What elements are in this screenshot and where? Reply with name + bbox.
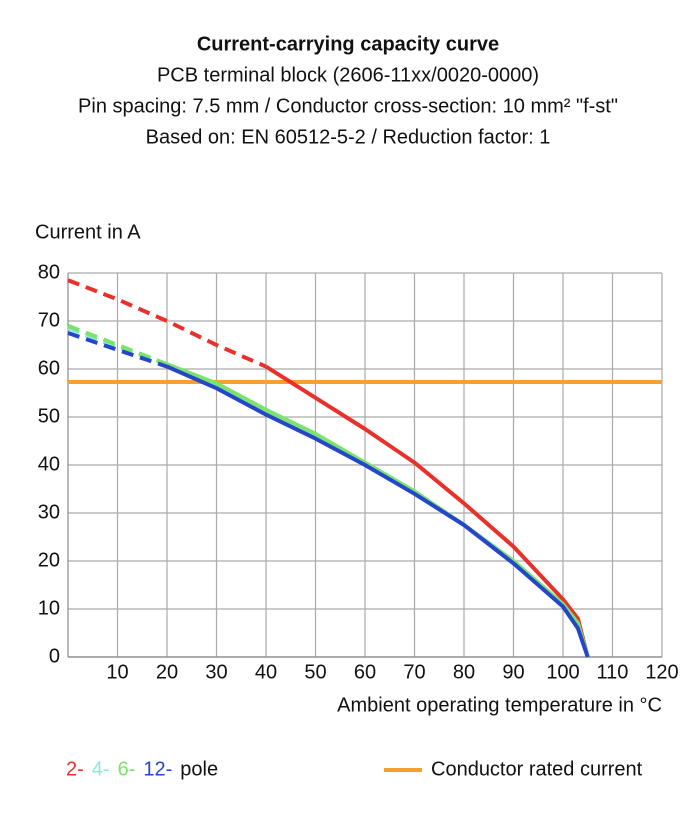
series-line	[67, 326, 168, 367]
x-tick-label: 20	[156, 661, 178, 683]
x-tick-label: 40	[255, 661, 277, 683]
x-tick-label: 60	[354, 661, 376, 683]
series-line	[264, 364, 590, 658]
y-tick-label: 50	[38, 405, 60, 427]
y-tick-label: 0	[49, 645, 60, 667]
subtitle: PCB terminal block (2606-11xx/0020-0000)	[157, 64, 539, 86]
y-tick-label: 20	[38, 549, 60, 571]
x-tick-label: 70	[403, 661, 425, 683]
legend-entry: 12-	[143, 758, 172, 780]
x-tick-label: 30	[205, 661, 227, 683]
x-tick-label: 110	[597, 661, 629, 683]
legend-suffix: pole	[180, 758, 218, 780]
x-axis-label: Ambient operating temperature in °C	[337, 694, 662, 716]
y-tick-label: 10	[38, 597, 60, 619]
y-tick-label: 80	[38, 261, 60, 283]
x-tick-label: 100	[546, 661, 579, 683]
subtitle: Based on: EN 60512-5-2 / Reduction facto…	[146, 126, 551, 148]
chart-title: Current-carrying capacity curve	[197, 33, 499, 55]
y-axis-label: Current in A	[35, 221, 141, 243]
series-line	[166, 362, 590, 658]
legend-entry: 4-	[92, 758, 110, 780]
series-line	[67, 331, 168, 369]
legend-entry: 2-	[66, 758, 84, 780]
legend-entry: 6-	[118, 758, 136, 780]
x-tick-label: 120	[645, 661, 678, 683]
x-tick-label: 10	[106, 661, 128, 683]
subtitle: Pin spacing: 7.5 mm / Conductor cross-se…	[78, 95, 618, 117]
series-line	[67, 278, 267, 369]
series-line	[166, 362, 590, 658]
y-tick-label: 70	[38, 309, 60, 331]
x-tick-label: 80	[453, 661, 475, 683]
x-tick-label: 90	[502, 661, 524, 683]
y-tick-label: 40	[38, 453, 60, 475]
legend-entry: Conductor rated current	[431, 758, 643, 780]
x-tick-label: 50	[304, 661, 326, 683]
y-tick-label: 30	[38, 501, 60, 523]
y-tick-label: 60	[38, 357, 60, 379]
series-line	[166, 364, 590, 658]
